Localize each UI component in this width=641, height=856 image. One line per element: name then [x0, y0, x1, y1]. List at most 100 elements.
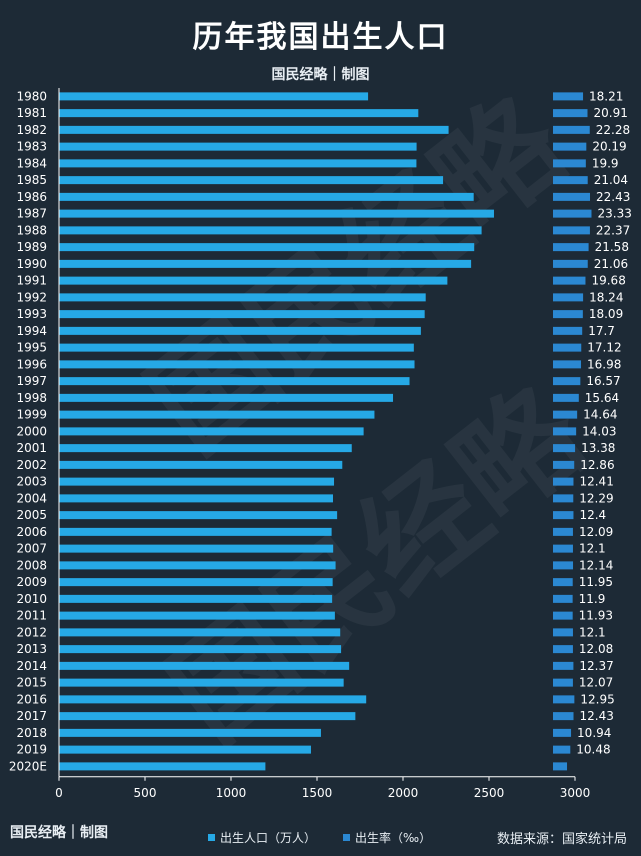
rate-value-label: 19.68	[591, 274, 625, 288]
rate-value-label: 12.41	[579, 475, 613, 489]
population-bar	[59, 494, 333, 503]
rate-value-label: 17.12	[587, 341, 621, 355]
rate-bar	[553, 125, 590, 134]
population-bar	[59, 410, 375, 419]
population-bar	[59, 527, 332, 536]
population-bar	[59, 661, 350, 670]
rate-bar	[553, 544, 573, 553]
population-bar	[59, 728, 321, 737]
category-label: 1999	[16, 408, 47, 422]
rate-value-label: 19.9	[592, 156, 619, 170]
rate-value-label: 12.1	[579, 625, 606, 639]
category-label: 1985	[16, 173, 47, 187]
population-bar	[59, 460, 343, 469]
rate-bar	[553, 444, 576, 453]
rate-bar	[553, 326, 583, 335]
rate-value-label: 18.09	[589, 307, 623, 321]
population-bar	[59, 109, 419, 118]
x-tick-label: 500	[134, 786, 157, 800]
rate-bar	[553, 176, 588, 185]
x-tick-label: 0	[55, 786, 63, 800]
rate-value-label: 12.08	[579, 642, 613, 656]
rate-value-label: 12.07	[579, 676, 613, 690]
rate-bar	[553, 628, 573, 637]
population-bar	[59, 377, 410, 386]
rate-value-label: 12.95	[580, 692, 614, 706]
category-label: 1986	[16, 190, 47, 204]
rate-bar	[553, 712, 574, 721]
population-bar	[59, 628, 341, 637]
rate-bar	[553, 762, 568, 771]
rate-value-label: 21.06	[594, 257, 628, 271]
category-label: 1982	[16, 123, 47, 137]
rate-bar	[553, 92, 584, 101]
population-bar	[59, 293, 426, 302]
category-label: 1997	[16, 374, 47, 388]
population-bar	[59, 444, 352, 453]
rate-value-label: 18.24	[589, 290, 623, 304]
population-bar	[59, 276, 448, 285]
rate-value-label: 12.86	[580, 458, 614, 472]
population-bar	[59, 544, 334, 553]
category-label: 1993	[16, 307, 47, 321]
rate-bar	[553, 728, 572, 737]
rate-value-label: 22.37	[596, 223, 630, 237]
rate-value-label: 20.91	[594, 106, 628, 120]
rate-value-label: 14.03	[582, 424, 616, 438]
population-bar	[59, 343, 414, 352]
category-label: 1998	[16, 391, 47, 405]
rate-bar	[553, 578, 573, 587]
population-bar	[59, 578, 333, 587]
population-bar	[59, 511, 338, 520]
category-label: 1980	[16, 89, 47, 103]
population-bar	[59, 209, 494, 218]
population-bar	[59, 645, 342, 654]
population-bar	[59, 561, 336, 570]
rate-value-label: 11.93	[579, 609, 613, 623]
rate-value-label: 12.14	[579, 558, 613, 572]
rate-bar	[553, 494, 574, 503]
rate-bar	[553, 511, 574, 520]
rate-value-label: 16.98	[587, 357, 621, 371]
category-label: 2017	[16, 709, 47, 723]
category-label: 2002	[16, 458, 47, 472]
rate-value-label: 12.1	[579, 542, 606, 556]
rate-value-label: 12.4	[579, 508, 606, 522]
legend-rate: 出生率（‰）	[343, 829, 431, 846]
category-label: 2004	[16, 491, 47, 505]
data-source: 数据来源：国家统计局	[496, 832, 627, 847]
category-label: 2009	[16, 575, 47, 589]
category-label: 1995	[16, 341, 47, 355]
population-bar	[59, 226, 482, 235]
category-label: 1983	[16, 140, 47, 154]
category-label: 2006	[16, 525, 47, 539]
category-label: 2000	[16, 424, 47, 438]
rate-value-label: 11.95	[579, 575, 613, 589]
category-label: 1991	[16, 274, 47, 288]
rate-bar	[553, 661, 574, 670]
category-label: 1984	[16, 156, 47, 170]
category-label: 1988	[16, 223, 47, 237]
rate-bar	[553, 159, 586, 168]
x-tick-label: 3000	[560, 786, 591, 800]
category-label: 1996	[16, 357, 47, 371]
rate-value-label: 10.94	[577, 726, 611, 740]
rate-value-label: 13.38	[581, 441, 615, 455]
rate-value-label: 15.64	[585, 391, 619, 405]
category-label: 1990	[16, 257, 47, 271]
x-tick-label: 2500	[474, 786, 505, 800]
population-bar	[59, 92, 369, 101]
legend-population: 出生人口（万人）	[208, 829, 316, 846]
rate-bar	[553, 226, 590, 235]
category-label: 2014	[16, 659, 47, 673]
category-label: 2015	[16, 676, 47, 690]
category-label: 2001	[16, 441, 47, 455]
category-label: 2003	[16, 475, 47, 489]
rate-bar	[553, 477, 574, 486]
population-bar	[59, 695, 367, 704]
category-label: 2010	[16, 592, 47, 606]
chart-subtitle: 国民经略｜制图	[271, 67, 370, 83]
rate-bar	[553, 109, 588, 118]
rate-bar	[553, 142, 587, 151]
